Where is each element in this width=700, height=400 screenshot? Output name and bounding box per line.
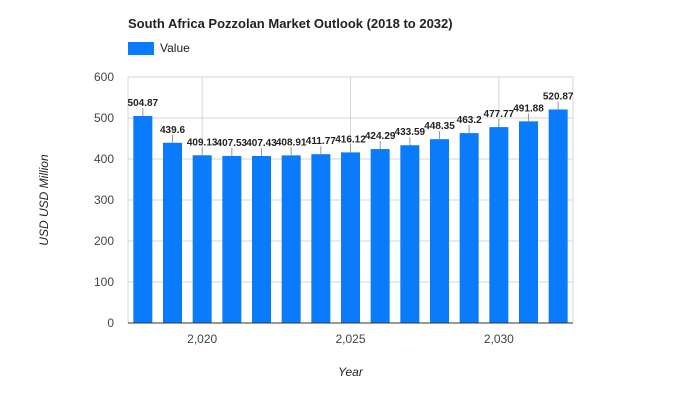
bar	[163, 142, 182, 323]
data-label: 407.43	[246, 138, 277, 149]
data-label: 408.91	[276, 137, 307, 148]
bar	[519, 121, 538, 324]
y-tick-label: 200	[94, 234, 114, 248]
bar	[489, 127, 509, 323]
legend-label: Value	[160, 41, 190, 55]
data-label: 433.59	[395, 127, 426, 138]
bar	[281, 155, 301, 323]
y-tick-label: 600	[94, 70, 114, 84]
legend-swatch	[128, 41, 154, 55]
bar	[341, 152, 360, 323]
data-label: 411.77	[306, 136, 336, 147]
y-tick-label: 500	[94, 111, 114, 125]
data-label: 407.53	[217, 138, 248, 149]
x-tick-label: 2,030	[484, 332, 514, 346]
bar	[252, 155, 271, 323]
x-tick-label: 2,025	[335, 332, 365, 346]
legend[interactable]: Value	[128, 41, 190, 55]
data-label: 416.12	[335, 134, 366, 145]
x-axis-title: Year	[338, 365, 364, 379]
data-label: 504.87	[128, 98, 159, 109]
x-tick-label: 2,020	[187, 332, 217, 346]
bar	[192, 155, 212, 323]
data-label: 520.87	[543, 91, 574, 102]
data-label: 409.13	[187, 137, 218, 148]
bar	[430, 139, 449, 323]
data-label: 477.77	[484, 109, 515, 120]
data-label: 491.88	[513, 103, 544, 114]
y-tick-label: 0	[107, 316, 114, 330]
y-tick-label: 400	[94, 152, 114, 166]
bar	[311, 154, 331, 323]
data-label: 463.2	[457, 115, 482, 126]
bar	[400, 145, 420, 323]
y-tick-label: 300	[94, 193, 114, 207]
bar	[133, 116, 153, 324]
bar	[459, 133, 479, 323]
data-label: 439.6	[160, 125, 185, 136]
bar	[548, 109, 568, 323]
bar	[370, 149, 390, 323]
bar	[222, 155, 242, 323]
y-axis-title: USD USD Million	[37, 154, 51, 246]
data-label: 424.29	[365, 131, 396, 142]
chart-title: South Africa Pozzolan Market Outlook (20…	[128, 16, 453, 31]
y-tick-label: 100	[94, 275, 114, 289]
data-label: 448.35	[424, 121, 455, 132]
